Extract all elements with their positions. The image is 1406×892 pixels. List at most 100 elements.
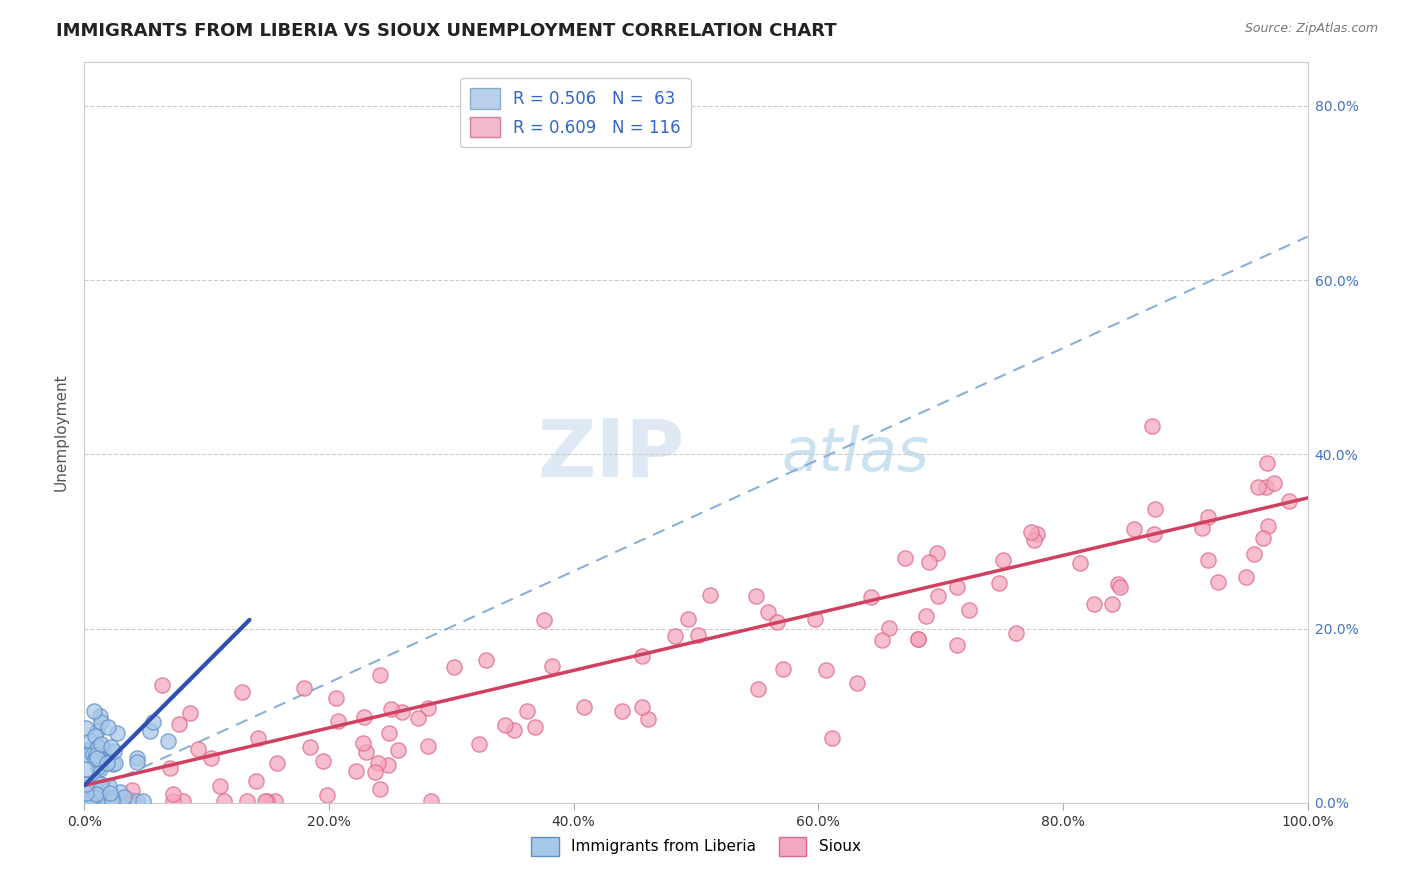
Point xyxy=(93,747,115,761)
Point xyxy=(253,794,276,808)
Point xyxy=(89,708,111,723)
Point xyxy=(77,794,100,808)
Point xyxy=(1069,556,1091,570)
Point xyxy=(83,704,105,718)
Point xyxy=(101,790,124,805)
Point xyxy=(187,742,209,756)
Point xyxy=(76,777,98,791)
Point xyxy=(344,764,367,779)
Point xyxy=(1019,524,1042,539)
Point xyxy=(879,622,901,636)
Point xyxy=(914,609,936,624)
Point xyxy=(516,705,538,719)
Point xyxy=(325,690,347,705)
Point xyxy=(1254,480,1277,494)
Point xyxy=(76,748,98,763)
Point xyxy=(631,649,654,664)
Point xyxy=(101,756,124,771)
Point xyxy=(79,794,101,808)
Point xyxy=(523,720,546,734)
Point xyxy=(925,545,948,559)
Point xyxy=(98,794,121,808)
Point xyxy=(247,731,270,745)
Point xyxy=(676,612,699,626)
Point xyxy=(756,605,779,619)
Point xyxy=(1278,494,1301,508)
Point xyxy=(132,794,155,808)
Point xyxy=(907,632,929,646)
Point xyxy=(1122,522,1144,536)
Point xyxy=(312,754,335,768)
Point xyxy=(83,785,105,799)
Point xyxy=(87,777,110,791)
Point xyxy=(86,751,108,765)
Point xyxy=(1197,553,1219,567)
Point xyxy=(408,711,430,725)
Point xyxy=(745,589,768,603)
Point xyxy=(946,638,969,652)
Point xyxy=(256,794,278,808)
Point xyxy=(90,794,112,808)
Point xyxy=(84,790,107,805)
Point xyxy=(236,794,259,808)
Point xyxy=(90,715,112,730)
Point xyxy=(368,668,391,682)
Text: atlas: atlas xyxy=(782,425,929,484)
Point xyxy=(612,704,634,718)
Point xyxy=(112,790,135,805)
Point xyxy=(988,575,1011,590)
Point xyxy=(75,785,97,799)
Point xyxy=(179,706,201,720)
Point xyxy=(419,794,441,808)
Point xyxy=(772,662,794,676)
Point xyxy=(162,787,184,801)
Point xyxy=(79,784,101,798)
Point xyxy=(686,628,709,642)
Point xyxy=(353,710,375,724)
Point xyxy=(127,794,149,808)
Point xyxy=(105,726,128,740)
Point xyxy=(927,589,949,603)
Point xyxy=(1143,526,1166,541)
Point xyxy=(1263,475,1285,490)
Point xyxy=(96,756,118,770)
Point xyxy=(907,632,929,646)
Point xyxy=(364,764,387,779)
Point xyxy=(75,721,97,735)
Point xyxy=(1246,480,1268,494)
Point xyxy=(90,737,112,751)
Point xyxy=(502,723,524,738)
Point xyxy=(75,786,97,800)
Point xyxy=(80,794,103,808)
Point xyxy=(90,794,112,808)
Point xyxy=(699,587,721,601)
Point xyxy=(75,762,97,776)
Point xyxy=(328,714,350,728)
Point xyxy=(380,702,402,716)
Point xyxy=(378,725,401,739)
Point xyxy=(83,752,105,766)
Point xyxy=(142,715,165,730)
Text: IMMIGRANTS FROM LIBERIA VS SIOUX UNEMPLOYMENT CORRELATION CHART: IMMIGRANTS FROM LIBERIA VS SIOUX UNEMPLO… xyxy=(56,22,837,40)
Point xyxy=(991,553,1014,567)
Point xyxy=(572,700,595,714)
Point xyxy=(139,724,162,739)
Point xyxy=(1108,580,1130,594)
Point xyxy=(100,794,122,808)
Point xyxy=(1197,510,1219,524)
Point xyxy=(377,757,399,772)
Point xyxy=(443,659,465,673)
Point xyxy=(354,745,377,759)
Point xyxy=(104,756,127,770)
Text: ZIP: ZIP xyxy=(537,416,685,494)
Point xyxy=(121,782,143,797)
Point xyxy=(91,794,114,808)
Point xyxy=(162,794,184,808)
Point xyxy=(1234,570,1257,584)
Point xyxy=(79,746,101,760)
Point xyxy=(266,756,288,771)
Text: Source: ZipAtlas.com: Source: ZipAtlas.com xyxy=(1244,22,1378,36)
Point xyxy=(474,653,496,667)
Point xyxy=(89,755,111,769)
Point xyxy=(84,773,107,788)
